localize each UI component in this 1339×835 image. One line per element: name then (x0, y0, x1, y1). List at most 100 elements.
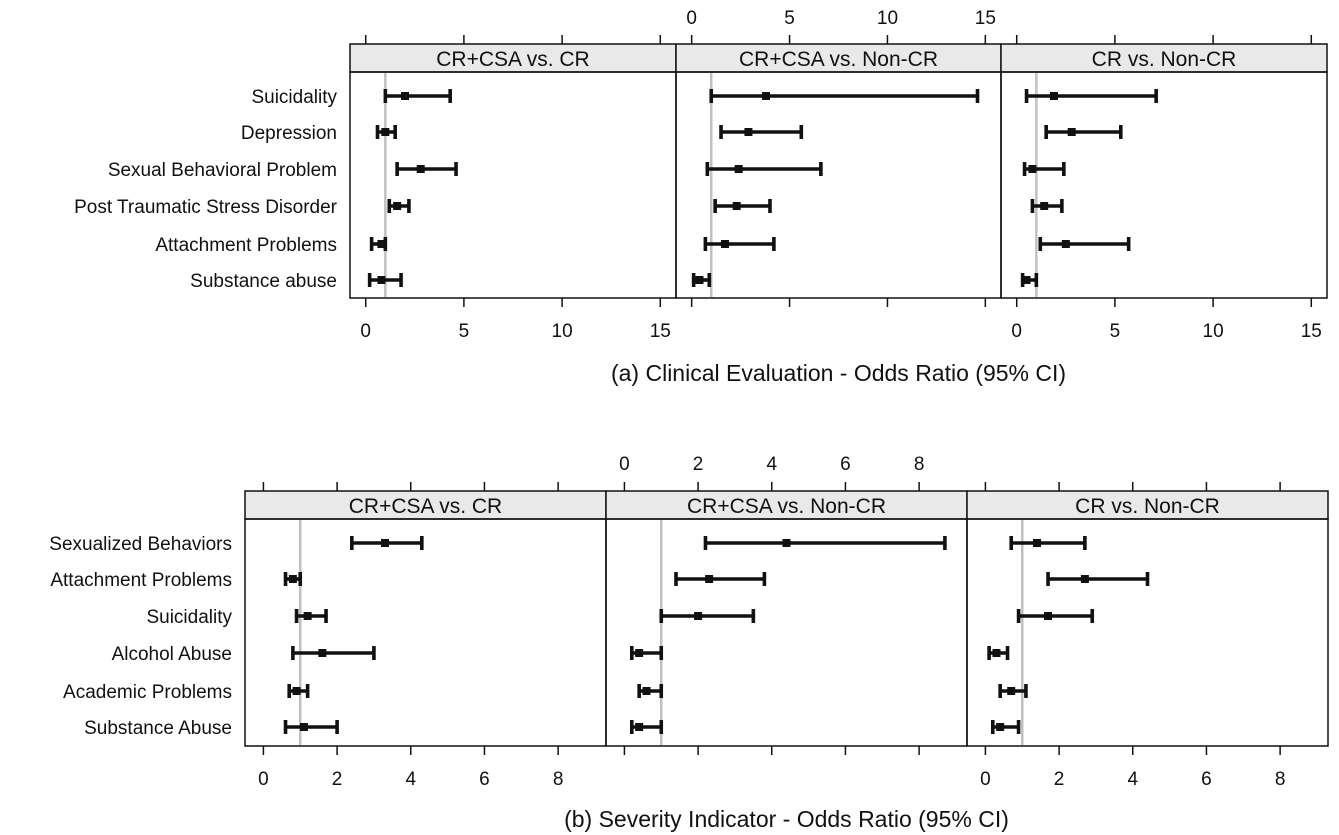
x-axis-title: (b) Severity Indicator - Odds Ratio (95%… (564, 806, 1009, 832)
panel-strip (349, 43, 677, 73)
x-tick-label: 2 (1054, 769, 1065, 790)
odds-ratio-point (292, 687, 301, 695)
panel-frame (1000, 71, 1328, 299)
odds-ratio-point (381, 128, 390, 136)
odds-ratio-point (1080, 575, 1089, 583)
x-tick-label: 10 (552, 321, 573, 342)
row-label: Sexual Behavioral Problem (108, 160, 337, 181)
x-tick-label: 4 (405, 769, 416, 790)
x-tick-label: 15 (975, 8, 996, 29)
panel-strip-label: CR+CSA vs. Non-CR (687, 495, 886, 518)
x-tick-label: 0 (1011, 321, 1022, 342)
row-label: Suicidality (146, 607, 232, 628)
panel-strip-label: CR vs. Non-CR (1092, 48, 1237, 71)
odds-ratio-point (1032, 539, 1041, 547)
odds-ratio-point (744, 128, 753, 136)
odds-ratio-point (635, 649, 644, 657)
odds-ratio-point (1050, 92, 1059, 100)
row-label: Attachment Problems (155, 235, 337, 256)
odds-ratio-point (416, 165, 425, 173)
odds-ratio-point (380, 539, 389, 547)
odds-ratio-point (992, 649, 1001, 657)
x-tick-label: 6 (840, 454, 851, 475)
x-tick-label: 8 (914, 454, 925, 475)
x-tick-label: 5 (1110, 321, 1121, 342)
odds-ratio-point (642, 687, 651, 695)
x-tick-label: 4 (1127, 769, 1138, 790)
panel: CR vs. Non-CR 0 5 10 15 (1000, 35, 1328, 342)
odds-ratio-point (635, 723, 644, 731)
panel-frame (966, 518, 1329, 747)
chart-clinical-evaluation: Suicidality Depression Sexual Behavioral P… (74, 8, 1328, 386)
x-tick-label: 6 (1201, 769, 1212, 790)
x-axis-title: (a) Clinical Evaluation - Odds Ratio (95… (611, 360, 1066, 386)
panel-frame (675, 71, 1002, 299)
odds-ratio-point (303, 612, 312, 620)
x-tick-label: 5 (784, 8, 795, 29)
odds-ratio-point (400, 92, 409, 100)
x-tick-label: 15 (650, 321, 671, 342)
odds-ratio-point (1007, 687, 1016, 695)
odds-ratio-point (695, 276, 704, 284)
odds-ratio-point (762, 92, 771, 100)
odds-ratio-point (288, 575, 297, 583)
x-tick-label: 15 (1301, 321, 1322, 342)
row-label: Substance abuse (190, 271, 337, 292)
odds-ratio-point (318, 649, 327, 657)
panel: CR+CSA vs. CR 0 5 10 15 (349, 35, 677, 342)
panel: CR+CSA vs. Non-CR 0 2 4 6 8 (605, 454, 968, 755)
panel: CR+CSA vs. CR 0 2 4 6 8 (244, 482, 607, 790)
x-tick-label: 4 (766, 454, 777, 475)
panel: CR vs. Non-CR 0 2 4 6 8 (966, 482, 1329, 790)
odds-ratio-point (1044, 612, 1053, 620)
odds-ratio-point (1067, 128, 1076, 136)
odds-ratio-point (734, 165, 743, 173)
odds-ratio-point (1040, 202, 1049, 210)
row-label: Substance Abuse (84, 718, 232, 739)
x-tick-label: 0 (980, 769, 991, 790)
panel-strip (1000, 43, 1328, 73)
panel-strip-label: CR+CSA vs. Non-CR (739, 48, 938, 71)
odds-ratio-point (996, 723, 1005, 731)
panel-strip-label: CR+CSA vs. CR (349, 495, 502, 518)
chart-severity-indicator: Sexualized Behaviors Attachment Problems S… (49, 454, 1329, 832)
x-tick-label: 6 (479, 769, 490, 790)
odds-ratio-point (393, 202, 402, 210)
row-label: Post Traumatic Stress Disorder (74, 197, 338, 218)
x-tick-label: 2 (332, 769, 343, 790)
x-tick-label: 8 (1275, 769, 1286, 790)
row-label: Depression (241, 123, 337, 144)
x-tick-label: 0 (258, 769, 269, 790)
odds-ratio-point (705, 575, 714, 583)
x-tick-label: 10 (1203, 321, 1224, 342)
odds-ratio-point (377, 276, 386, 284)
odds-ratio-point (1028, 165, 1037, 173)
panel: CR+CSA vs. Non-CR 0 5 10 15 (675, 8, 1002, 307)
odds-ratio-point (720, 240, 729, 248)
row-label: Academic Problems (63, 682, 232, 703)
row-label: Attachment Problems (50, 570, 232, 591)
odds-ratio-point (694, 612, 703, 620)
odds-ratio-point (299, 723, 308, 731)
x-tick-label: 0 (686, 8, 697, 29)
x-tick-label: 8 (553, 769, 564, 790)
odds-ratio-point (1061, 240, 1070, 248)
odds-ratio-point (377, 240, 386, 248)
odds-ratio-point (782, 539, 791, 547)
odds-ratio-point (732, 202, 741, 210)
x-tick-label: 0 (619, 454, 630, 475)
x-tick-label: 2 (693, 454, 704, 475)
row-label: Sexualized Behaviors (49, 534, 232, 555)
panel-strip-label: CR vs. Non-CR (1075, 495, 1220, 518)
row-label: Alcohol Abuse (112, 644, 232, 665)
panel-strip (605, 490, 968, 520)
odds-ratio-point (1022, 276, 1031, 284)
x-tick-label: 10 (877, 8, 898, 29)
x-tick-label: 0 (360, 321, 371, 342)
panel-frame (349, 71, 677, 299)
panel-strip-label: CR+CSA vs. CR (436, 48, 589, 71)
panel-strip (966, 490, 1329, 520)
row-label: Suicidality (251, 87, 337, 108)
x-tick-label: 5 (459, 321, 470, 342)
